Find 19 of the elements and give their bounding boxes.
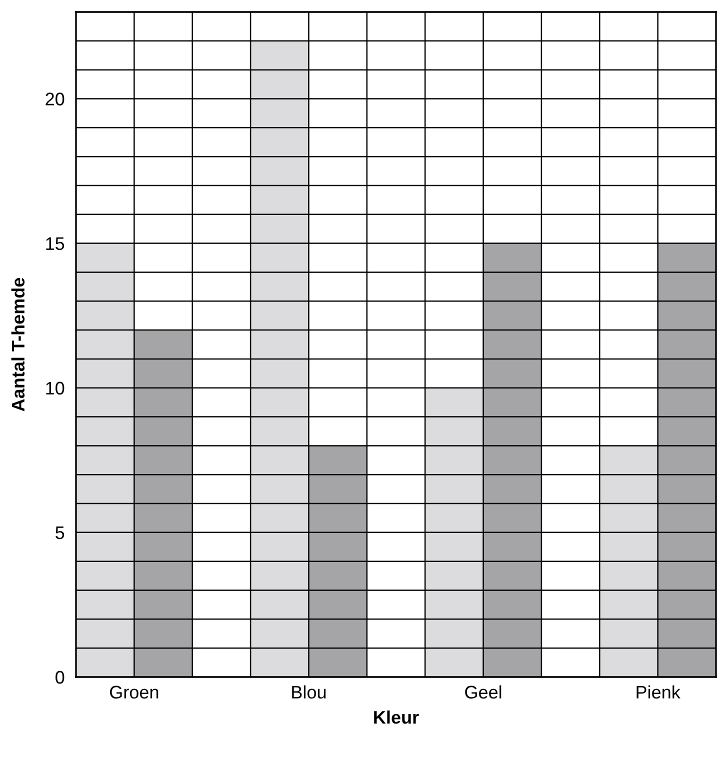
x-axis-title: Kleur [374, 710, 419, 724]
x-tick-label: Blou [292, 685, 326, 699]
y-tick-label: 20 [46, 92, 64, 106]
y-tick-label: 10 [46, 382, 64, 395]
bar [250, 40, 309, 677]
bar [483, 243, 542, 677]
bar [658, 243, 716, 677]
x-tick-label: Groen [110, 686, 158, 699]
bar [134, 330, 192, 677]
bar [308, 446, 367, 677]
bar [425, 388, 484, 677]
bar [76, 243, 134, 677]
y-tick-label: 5 [56, 526, 64, 540]
y-tick-label: 15 [46, 237, 64, 250]
y-axis-title: Aantal T-hemde [11, 278, 25, 412]
x-tick-label: Geel [465, 685, 502, 699]
y-tick-label: 0 [56, 670, 64, 684]
x-tick-label: Pienk [636, 685, 680, 699]
bar [600, 446, 658, 677]
